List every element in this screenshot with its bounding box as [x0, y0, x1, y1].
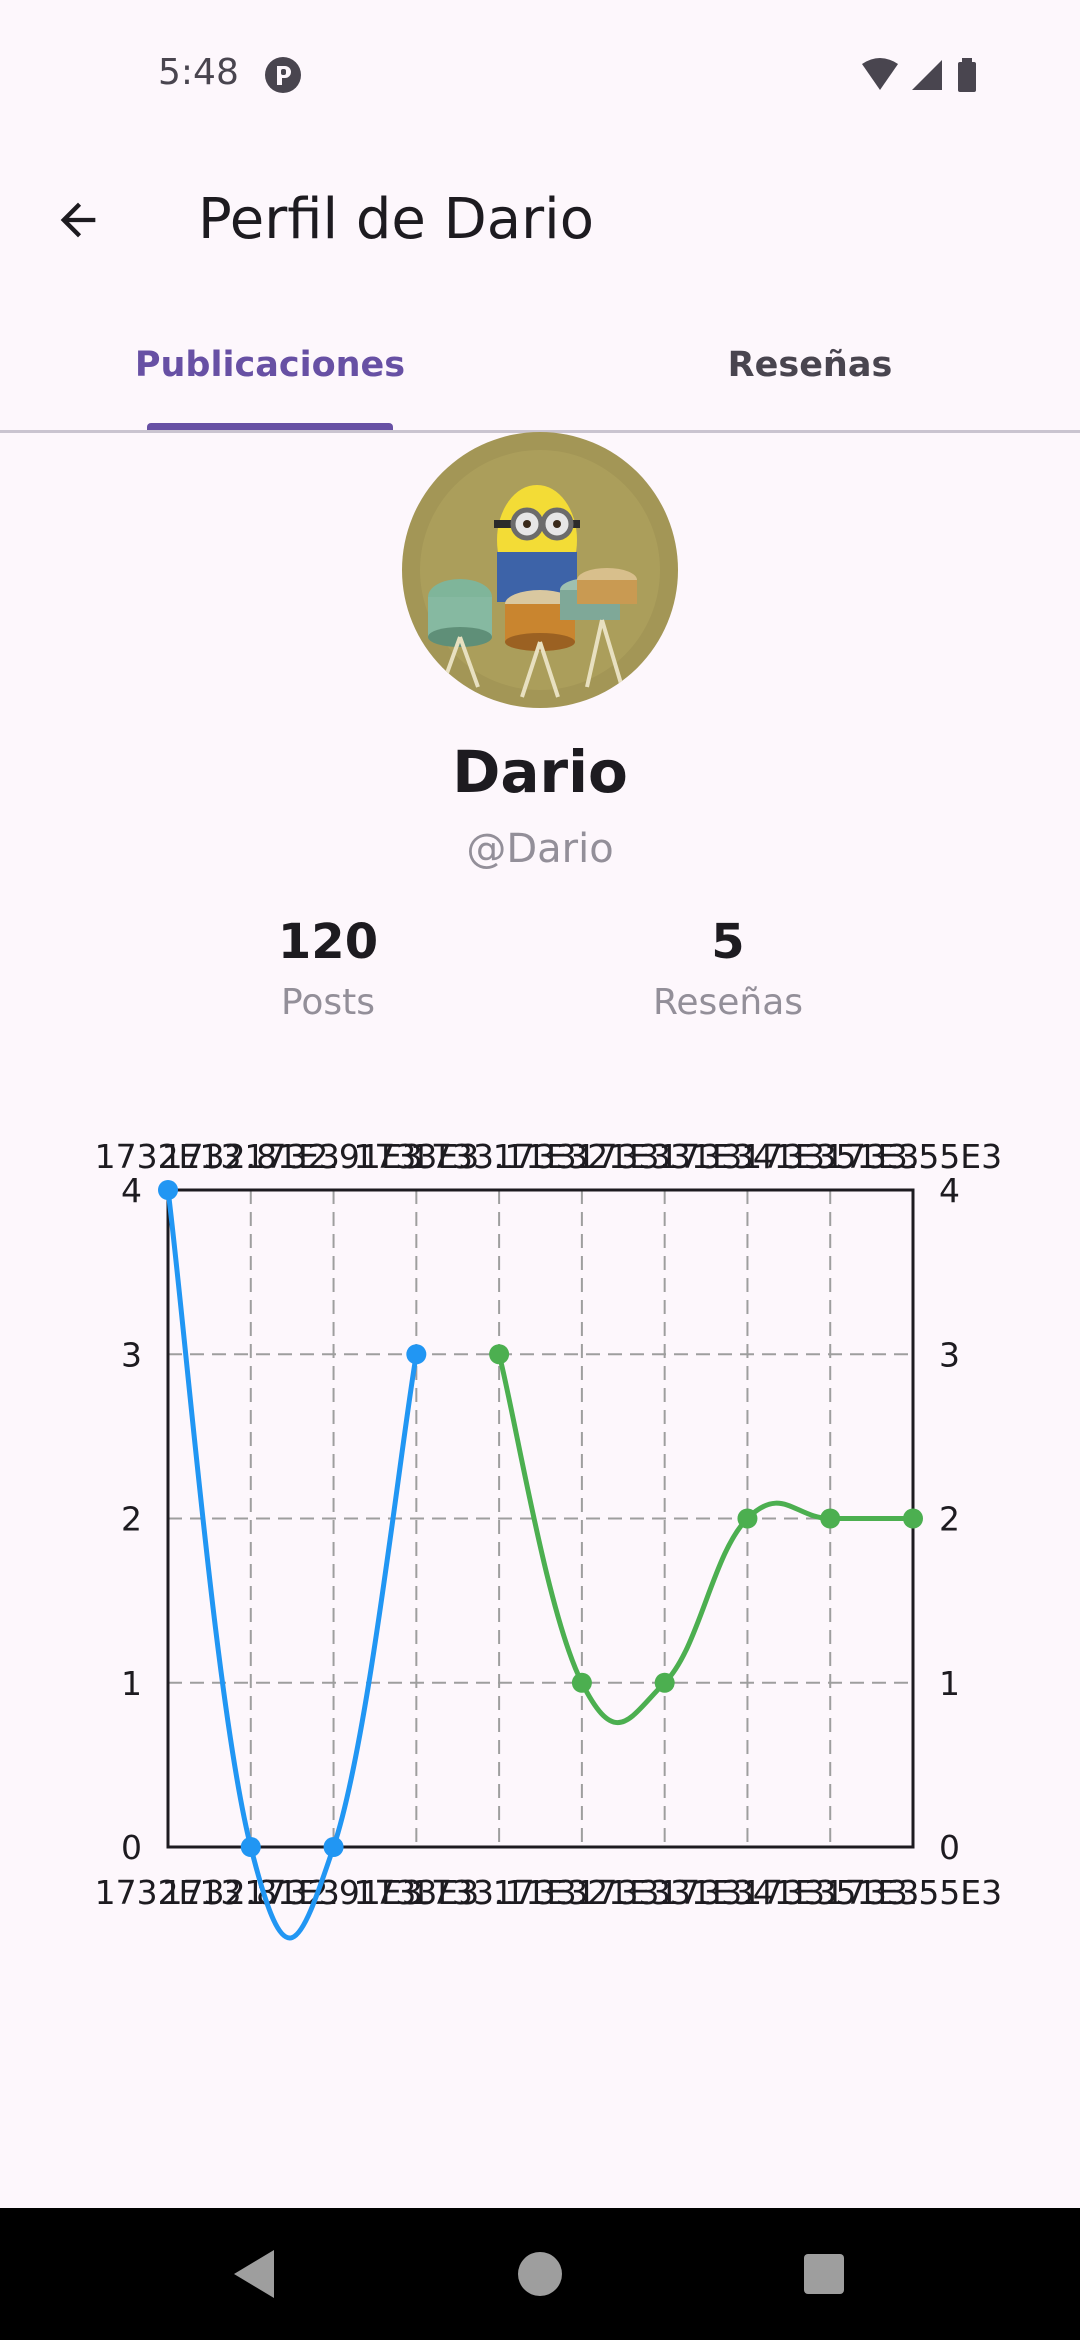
stat-reviews-value: 5	[711, 914, 745, 970]
x-tick-label-bottom: 1733E3	[353, 1873, 479, 1912]
x-tick-label-top: 1732E13	[95, 1137, 242, 1176]
x-tick-label-top: 1732.81E3	[162, 1137, 340, 1176]
signal-icon	[912, 60, 942, 90]
y-tick-label-right: 3	[939, 1335, 960, 1374]
tab-resenas[interactable]: Reseñas	[727, 345, 893, 385]
y-tick-label-right: 2	[939, 1500, 960, 1539]
status-bar: 5:48	[0, 0, 1080, 150]
tab-bar: Publicaciones Reseñas	[0, 300, 1080, 433]
profile-handle: @Dario	[466, 826, 614, 872]
y-tick-label-left: 3	[121, 1335, 142, 1374]
stat-posts-value: 120	[277, 914, 379, 970]
series-1-point	[654, 1672, 675, 1693]
y-tick-label-right: 0	[939, 1828, 960, 1867]
series-1-point	[571, 1672, 592, 1693]
profile-name: Dario	[452, 738, 628, 806]
wifi-icon	[862, 58, 898, 90]
series-1-point	[820, 1508, 841, 1529]
stat-reviews-label: Reseñas	[652, 982, 804, 1023]
x-tick-label-bottom: 1732.91E3	[244, 1873, 422, 1912]
y-tick-label-right: 4	[939, 1171, 960, 1210]
app-notification-icon	[265, 57, 301, 93]
nav-recents-icon[interactable]	[796, 2246, 852, 2302]
x-tick-label-bottom: 1733.51E3	[741, 1873, 919, 1912]
stat-posts: 120 Posts	[148, 914, 508, 1023]
y-tick-label-left: 2	[121, 1500, 142, 1539]
series-0-point	[323, 1837, 344, 1857]
avatar	[402, 432, 678, 708]
series-0-point	[406, 1344, 427, 1365]
system-navigation-bar	[0, 2208, 1080, 2340]
stat-reviews: 5 Reseñas	[548, 914, 908, 1023]
page-title: Perfil de Dario	[198, 187, 594, 252]
series-0-line	[165, 1187, 419, 1941]
x-tick-label-top: 1733.55E3	[824, 1137, 1002, 1176]
series-0-point	[240, 1837, 261, 1857]
minion-drummer-avatar	[402, 432, 678, 708]
status-indicators	[860, 56, 1010, 94]
x-tick-label-bottom: 1733.55E3	[824, 1873, 1002, 1912]
arrow-back-icon	[60, 202, 96, 238]
x-tick-label-top: 1733.21E3	[493, 1137, 671, 1176]
x-tick-label-top: 1733.11E3	[410, 1137, 588, 1176]
tab-indicator	[147, 423, 393, 430]
x-tick-label-top: 1733.41E3	[658, 1137, 836, 1176]
y-tick-label-left: 1	[121, 1664, 142, 1703]
series-0-point	[158, 1180, 178, 1200]
x-tick-label-bottom: 1733.11E3	[410, 1873, 588, 1912]
y-tick-label-left: 4	[121, 1171, 142, 1210]
x-tick-label-top: 1733E3	[353, 1137, 479, 1176]
x-tick-label-bottom: 1732E13	[95, 1873, 242, 1912]
x-tick-label-top: 1733.31E3	[576, 1137, 754, 1176]
series-1-line	[496, 1351, 916, 1725]
x-tick-label-bottom: 1733.31E3	[576, 1873, 754, 1912]
stat-posts-label: Posts	[280, 982, 376, 1023]
ratings-line-chart: 0 01 12 23 34 41732E131732E131732.81E31732.81…	[95, 1137, 1002, 1941]
back-button[interactable]	[40, 182, 116, 258]
series-1-point	[903, 1508, 923, 1529]
y-tick-label-right: 1	[939, 1664, 960, 1703]
nav-home-icon[interactable]	[512, 2246, 568, 2302]
x-tick-label-bottom: 1733.21E3	[493, 1873, 671, 1912]
nav-back-icon[interactable]	[226, 2246, 282, 2302]
x-tick-label-bottom: 1733.41E3	[658, 1873, 836, 1912]
series-1-point	[489, 1344, 510, 1365]
status-time: 5:48	[158, 52, 239, 93]
tab-publicaciones[interactable]: Publicaciones	[134, 345, 406, 385]
x-tick-label-top: 1733.51E3	[741, 1137, 919, 1176]
battery-icon	[958, 58, 976, 92]
y-tick-label-left: 0	[121, 1828, 142, 1867]
top-app-bar: Perfil de Dario	[0, 150, 1080, 290]
x-tick-label-top: 1732.91E3	[244, 1137, 422, 1176]
series-1-point	[737, 1508, 758, 1529]
